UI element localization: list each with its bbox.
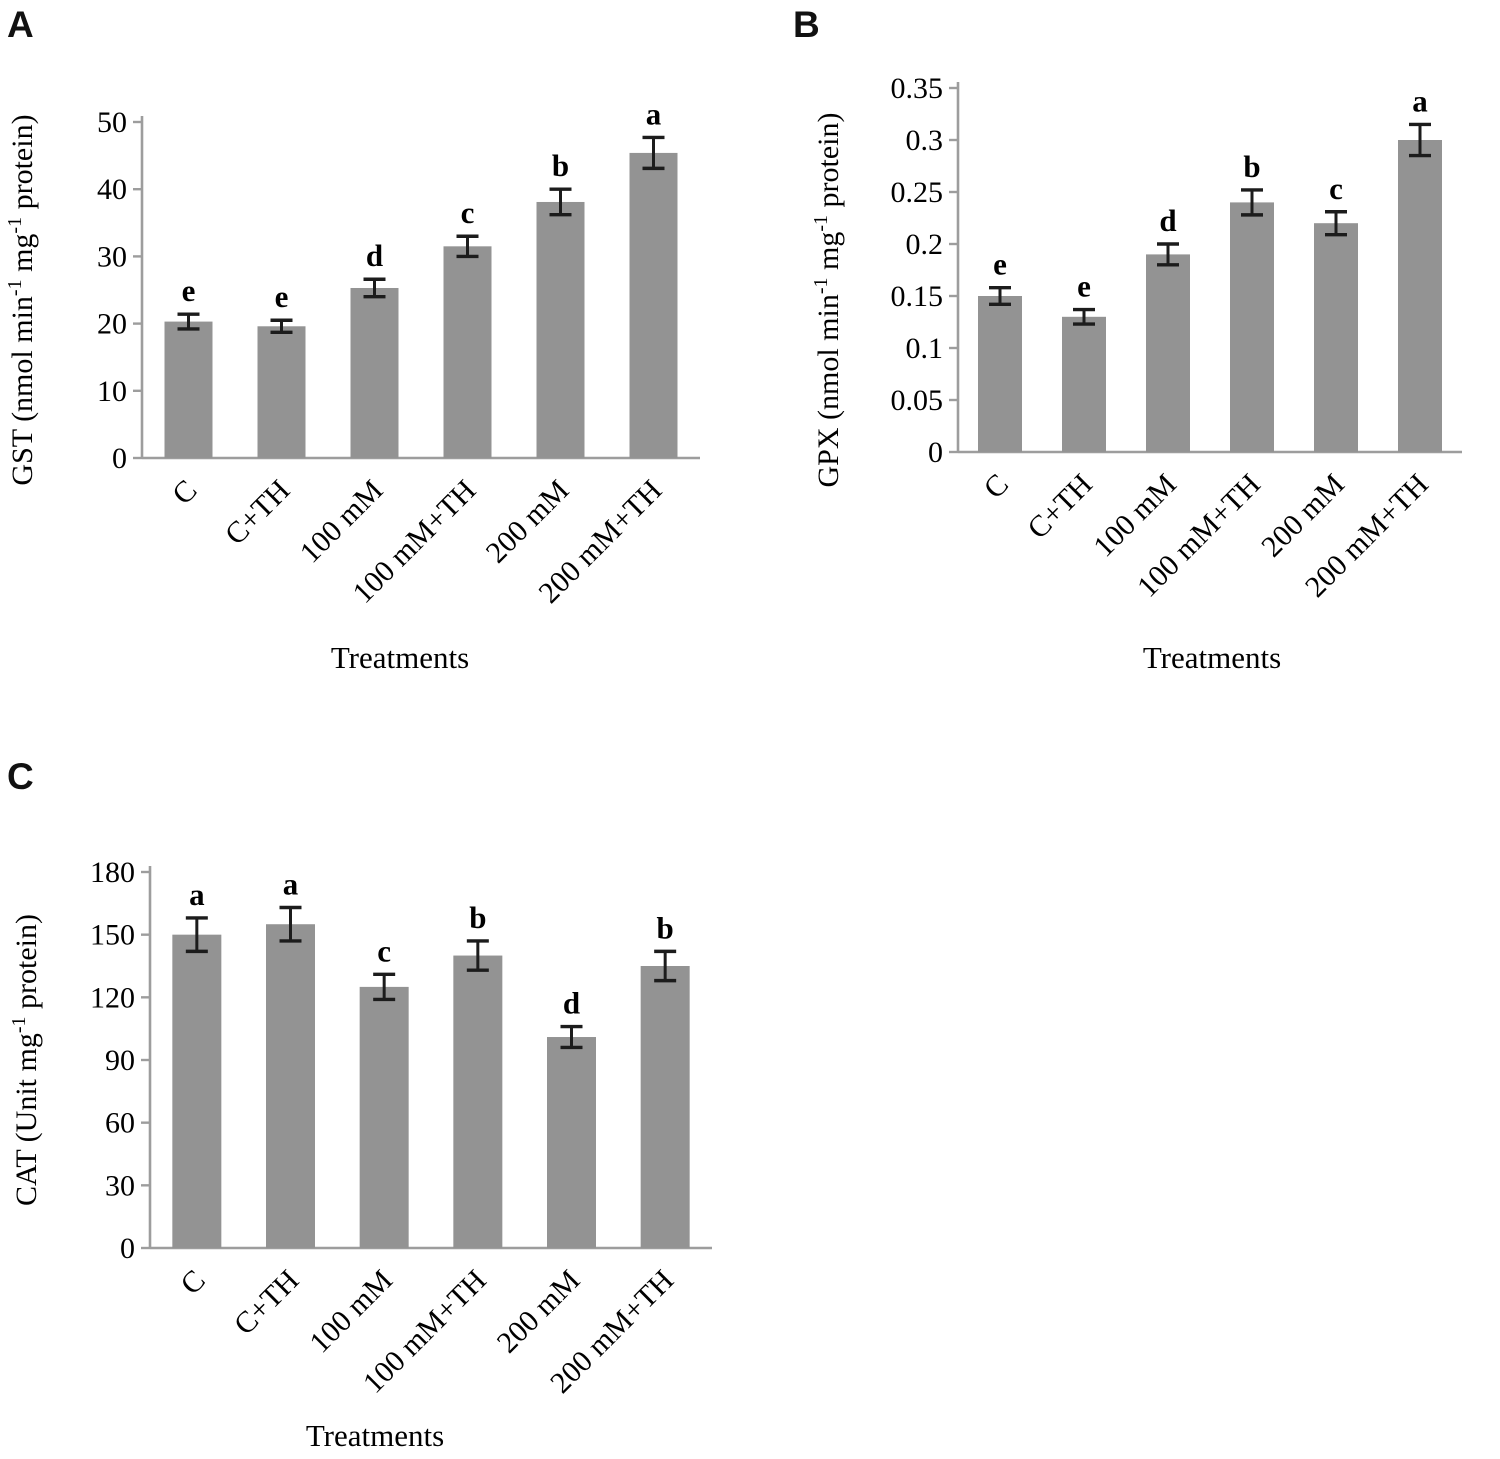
y-axis-label: GST (nmol min-1​ mg-1​ protein) — [4, 114, 39, 485]
y-tick-label: 50 — [97, 106, 127, 139]
y-tick-label: 0.3 — [906, 124, 944, 157]
x-axis-label: Treatments — [1143, 640, 1281, 675]
sig-letter-c: c — [377, 933, 391, 968]
bar-200-mM — [1314, 223, 1358, 452]
y-tick-label: 150 — [90, 919, 135, 952]
sig-letter-e: e — [993, 247, 1007, 282]
sig-letter-e: e — [1077, 269, 1091, 304]
y-tick-label: 0.2 — [906, 228, 944, 261]
bar-200-mM — [547, 1037, 596, 1248]
panel-label-A: A — [7, 4, 34, 45]
panel-label-C: C — [7, 756, 34, 797]
bar-100-mM — [1146, 254, 1190, 452]
x-category-label-C: C — [977, 468, 1014, 505]
y-tick-label: 180 — [90, 856, 135, 889]
y-axis-label: GPX (nmol min-1​ mg-1​ protein) — [810, 112, 845, 487]
bar-200-mM — [536, 201, 585, 458]
y-tick-label: 0 — [928, 436, 943, 469]
bar-C — [978, 296, 1022, 452]
bar-100-mM+TH — [453, 955, 503, 1248]
bar-100-mM+TH — [443, 246, 492, 458]
y-tick-label: 0.1 — [906, 332, 944, 365]
sig-letter-a: a — [283, 867, 299, 902]
x-axis-label: Treatments — [331, 640, 469, 675]
y-tick-label: 20 — [97, 308, 127, 341]
sig-letter-a: a — [189, 877, 205, 912]
y-axis-label: CAT (Unit mg-1​ protein) — [8, 914, 43, 1206]
sig-letter-a: a — [646, 96, 662, 131]
x-category-label-C: C — [166, 474, 203, 511]
y-tick-label: 0.15 — [891, 280, 944, 313]
y-tick-label: 90 — [105, 1044, 135, 1077]
y-tick-label: 0.05 — [891, 384, 944, 417]
y-tick-label: 30 — [105, 1169, 135, 1202]
bar-100-mM — [359, 986, 409, 1248]
sig-letter-e: e — [275, 279, 289, 314]
sig-letter-d: d — [1159, 203, 1176, 238]
x-category-label-200-mM: 200 mM — [480, 474, 576, 570]
bar-C — [172, 934, 222, 1248]
sig-letter-b: b — [657, 910, 674, 945]
sig-letter-b: b — [469, 900, 486, 935]
bar-200-mM+TH — [1398, 140, 1442, 452]
sig-letter-d: d — [366, 238, 383, 273]
bar-100-mM — [350, 287, 399, 458]
bar-C+TH — [257, 326, 306, 458]
sig-letter-b: b — [1243, 149, 1260, 184]
bar-C — [164, 321, 213, 458]
bar-100-mM+TH — [1230, 202, 1274, 452]
sig-letter-a: a — [1412, 83, 1428, 118]
y-tick-label: 0 — [112, 442, 127, 475]
y-tick-label: 0.35 — [891, 72, 944, 105]
y-tick-label: 0 — [120, 1232, 135, 1265]
bar-C+TH — [266, 924, 315, 1248]
sig-letter-e: e — [182, 273, 196, 308]
sig-letter-c: c — [461, 195, 475, 230]
panel-label-B: B — [793, 4, 820, 45]
sig-letter-d: d — [563, 986, 580, 1021]
x-category-label-100-mM: 100 mM — [303, 1264, 399, 1360]
sig-letter-b: b — [552, 148, 569, 183]
y-tick-label: 10 — [97, 375, 127, 408]
x-category-label-C: C — [174, 1264, 211, 1301]
x-category-label-C+TH: C+TH — [1021, 468, 1099, 546]
y-tick-label: 30 — [97, 240, 127, 273]
x-axis-label: Treatments — [306, 1418, 444, 1453]
bar-200-mM+TH — [629, 152, 678, 459]
y-tick-label: 0.25 — [891, 176, 944, 209]
x-category-label-200-mM: 200 mM — [491, 1264, 587, 1360]
y-tick-label: 120 — [90, 981, 135, 1014]
bar-200-mM+TH — [640, 966, 690, 1248]
x-category-label-100-mM: 100 mM — [294, 474, 390, 570]
x-category-label-C+TH: C+TH — [219, 474, 297, 552]
x-category-label-C+TH: C+TH — [228, 1264, 306, 1342]
sig-letter-c: c — [1329, 171, 1343, 206]
bar-C+TH — [1062, 316, 1106, 452]
y-tick-label: 40 — [97, 173, 127, 206]
y-tick-label: 60 — [105, 1107, 135, 1140]
